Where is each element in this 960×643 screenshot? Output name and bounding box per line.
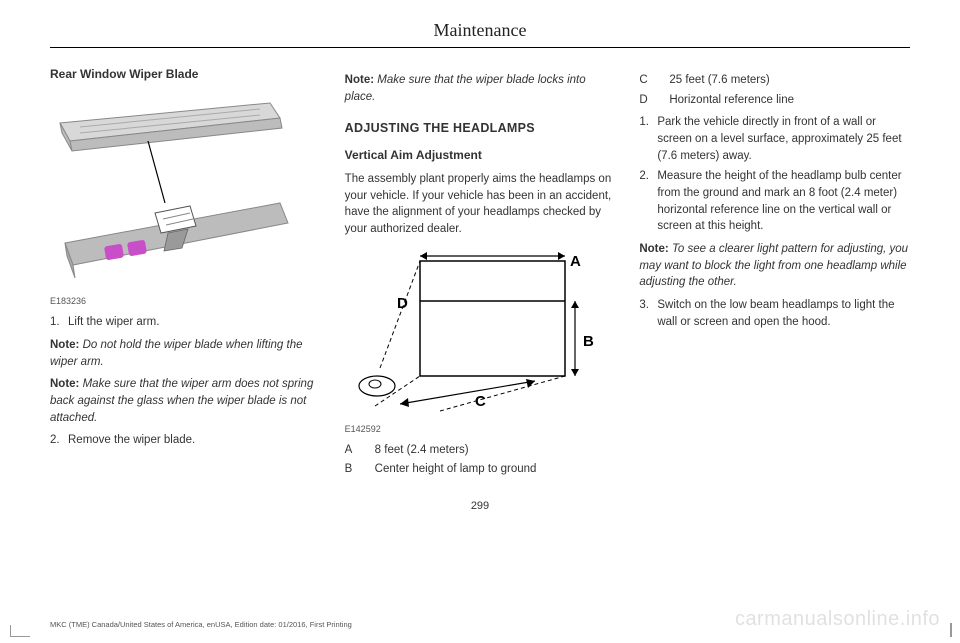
- col1-heading: Rear Window Wiper Blade: [50, 66, 321, 83]
- diagram-label-a: A: [570, 253, 581, 270]
- diagram-label-b: B: [583, 333, 594, 350]
- col3-step-1: 1. Park the vehicle directly in front of…: [639, 114, 910, 164]
- col2-note: Note: Make sure that the wiper blade loc…: [345, 72, 616, 105]
- note-label: Note:: [345, 74, 374, 86]
- step-text: Lift the wiper arm.: [68, 314, 159, 331]
- step-number: 2.: [639, 168, 657, 235]
- col1-step-1: 1. Lift the wiper arm.: [50, 314, 321, 331]
- step-number: 3.: [639, 297, 657, 330]
- legend-table-1: A 8 feet (2.4 meters) B Center height of…: [345, 442, 616, 478]
- note-label: Note:: [639, 243, 668, 255]
- footer-imprint: MKC (TME) Canada/United States of Americ…: [50, 620, 352, 629]
- col3-step-2: 2. Measure the height of the headlamp bu…: [639, 168, 910, 235]
- col3-step-3: 3. Switch on the low beam headlamps to l…: [639, 297, 910, 330]
- note-text: Do not hold the wiper blade when lifting…: [50, 339, 303, 368]
- crop-mark-left: [10, 625, 30, 637]
- header-divider: [50, 47, 910, 48]
- note-text: Make sure that the wiper blade locks int…: [345, 74, 586, 103]
- legend-table-2: C 25 feet (7.6 meters) D Horizontal refe…: [639, 72, 910, 108]
- note-text: To see a clearer light pattern for adjus…: [639, 243, 908, 288]
- legend-row-b: B Center height of lamp to ground: [345, 461, 616, 478]
- step-number: 1.: [639, 114, 657, 164]
- col3-note: Note: To see a clearer light pattern for…: [639, 241, 910, 291]
- diagram-label-d: D: [397, 295, 408, 312]
- col1-step-2: 2. Remove the wiper blade.: [50, 432, 321, 449]
- legend-row-d: D Horizontal reference line: [639, 92, 910, 109]
- legend-value: 25 feet (7.6 meters): [669, 72, 769, 89]
- figure-id-2: E142592: [345, 423, 616, 436]
- col2-para1: The assembly plant properly aims the hea…: [345, 171, 616, 238]
- column-3: C 25 feet (7.6 meters) D Horizontal refe…: [639, 66, 910, 484]
- sub-heading: Vertical Aim Adjustment: [345, 147, 616, 164]
- headlamp-diagram: A B C D E142592: [345, 246, 616, 436]
- note-label: Note:: [50, 339, 79, 351]
- legend-key: C: [639, 72, 669, 89]
- step-number: 1.: [50, 314, 68, 331]
- col1-note-2: Note: Make sure that the wiper arm does …: [50, 376, 321, 426]
- legend-key: D: [639, 92, 669, 109]
- note-text: Make sure that the wiper arm does not sp…: [50, 378, 313, 423]
- figure-id-1: E183236: [50, 295, 321, 308]
- legend-key: B: [345, 461, 375, 478]
- column-2: Note: Make sure that the wiper blade loc…: [345, 66, 616, 484]
- step-number: 2.: [50, 432, 68, 449]
- page-number: 299: [50, 500, 910, 512]
- page-title: Maintenance: [50, 20, 910, 41]
- content-columns: Rear Window Wiper Blade: [50, 66, 910, 484]
- legend-value: Horizontal reference line: [669, 92, 794, 109]
- step-text: Remove the wiper blade.: [68, 432, 195, 449]
- wiper-blade-figure: E183236: [50, 93, 321, 308]
- legend-value: 8 feet (2.4 meters): [375, 442, 469, 459]
- legend-key: A: [345, 442, 375, 459]
- watermark: carmanualsonline.info: [735, 608, 940, 631]
- section-title: ADJUSTING THE HEADLAMPS: [345, 119, 616, 137]
- legend-row-c: C 25 feet (7.6 meters): [639, 72, 910, 89]
- diagram-label-c: C: [475, 393, 486, 410]
- col1-note-1: Note: Do not hold the wiper blade when l…: [50, 337, 321, 370]
- step-text: Measure the height of the headlamp bulb …: [657, 168, 910, 235]
- step-text: Switch on the low beam headlamps to ligh…: [657, 297, 910, 330]
- legend-value: Center height of lamp to ground: [375, 461, 537, 478]
- crop-mark-right: [950, 623, 952, 637]
- step-text: Park the vehicle directly in front of a …: [657, 114, 910, 164]
- legend-row-a: A 8 feet (2.4 meters): [345, 442, 616, 459]
- column-1: Rear Window Wiper Blade: [50, 66, 321, 484]
- note-label: Note:: [50, 378, 79, 390]
